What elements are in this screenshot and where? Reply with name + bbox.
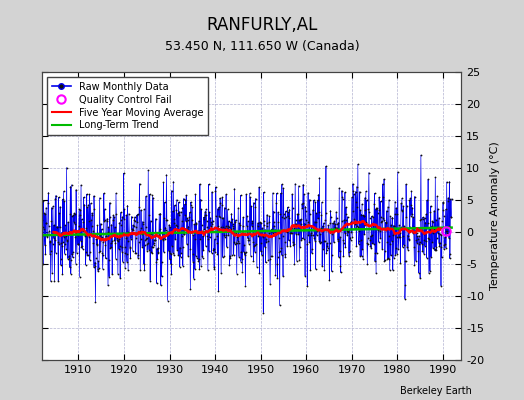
Text: 53.450 N, 111.650 W (Canada): 53.450 N, 111.650 W (Canada)	[165, 40, 359, 53]
Y-axis label: Temperature Anomaly (°C): Temperature Anomaly (°C)	[489, 142, 500, 290]
Text: Berkeley Earth: Berkeley Earth	[400, 386, 472, 396]
Text: RANFURLY,AL: RANFURLY,AL	[206, 16, 318, 34]
Legend: Raw Monthly Data, Quality Control Fail, Five Year Moving Average, Long-Term Tren: Raw Monthly Data, Quality Control Fail, …	[47, 77, 208, 135]
